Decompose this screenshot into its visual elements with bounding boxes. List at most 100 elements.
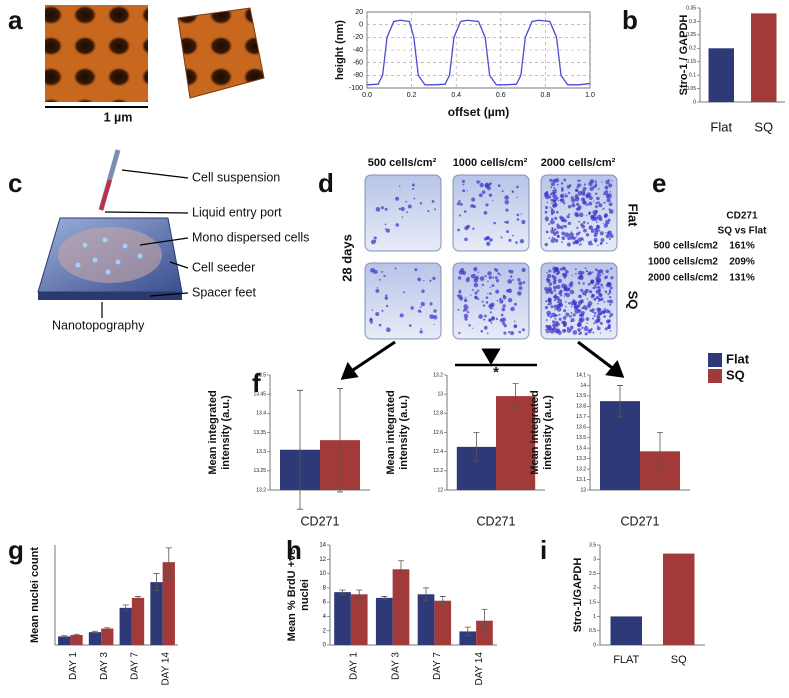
- colony-dot: [489, 286, 491, 289]
- colony-dot: [522, 281, 526, 284]
- colony-dot: [586, 203, 589, 206]
- panel-letter: b: [622, 5, 638, 35]
- colony-dot: [405, 200, 407, 203]
- x-tick-label: 0.6: [496, 92, 506, 99]
- colony-dot: [508, 330, 511, 334]
- colony-dot: [385, 294, 388, 297]
- colony-dot: [545, 324, 549, 328]
- colony-dot: [408, 324, 412, 327]
- colony-dot: [499, 299, 504, 304]
- colony-dot: [500, 236, 503, 239]
- colony-dot: [546, 330, 549, 334]
- colony-dot: [568, 213, 571, 216]
- y-tick-label: 13: [580, 487, 586, 493]
- colony-dot: [504, 195, 509, 200]
- y-axis-label: Mean integrated: [529, 390, 541, 474]
- colony-dot: [577, 270, 583, 276]
- colony-dot: [576, 322, 582, 328]
- colony-dot: [594, 192, 598, 196]
- colony-dot: [456, 202, 461, 206]
- colony-dot: [474, 273, 476, 276]
- y-tick-label: -60: [353, 60, 363, 67]
- colony-dot: [493, 221, 496, 225]
- colony-dot: [429, 279, 432, 282]
- colony-dot: [479, 182, 484, 188]
- colony-dot: [565, 287, 570, 292]
- error-bar: [423, 587, 430, 602]
- colony-dot: [557, 298, 563, 304]
- x-tick-label: DAY 14: [160, 652, 171, 686]
- colony-dot: [549, 193, 552, 196]
- colony-dot: [477, 298, 480, 301]
- colony-dot: [596, 314, 601, 319]
- colony-dot: [429, 314, 434, 319]
- colony-dot: [499, 297, 502, 301]
- y-tick-label: 0.15: [686, 59, 696, 65]
- row-label: Flat: [626, 203, 641, 227]
- colony-dot: [588, 227, 591, 230]
- colony-dot: [464, 296, 467, 298]
- error-bar: [339, 589, 346, 595]
- colony-dot: [590, 328, 593, 331]
- diagram-label: Cell suspension: [192, 170, 280, 184]
- colony-dot: [600, 271, 603, 273]
- colony-dot: [515, 241, 518, 244]
- colony-dot: [579, 331, 583, 335]
- colony-dot: [575, 272, 577, 275]
- colony-dot: [562, 224, 564, 227]
- colony-dot: [560, 294, 563, 297]
- bar: [708, 48, 734, 102]
- colony-dot: [546, 277, 549, 281]
- x-tick-label: DAY 1: [349, 652, 360, 680]
- x-tick-label: CD271: [301, 514, 340, 528]
- y-tick-label: 6: [323, 600, 327, 606]
- colony-dot: [582, 239, 585, 241]
- colony-dot: [521, 267, 526, 273]
- colony-dot: [585, 214, 588, 217]
- colony-dot: [595, 268, 598, 272]
- afm-3d: [177, 7, 265, 99]
- panel-letter: g: [8, 535, 24, 565]
- annotation: *: [493, 364, 499, 381]
- colony-dot: [605, 194, 610, 199]
- colony-dot: [547, 314, 550, 317]
- colony-dot: [607, 218, 610, 221]
- colony-dot: [578, 179, 581, 182]
- colony-dot: [516, 196, 518, 199]
- y-tick-label: 14: [580, 383, 586, 389]
- x-tick-label: FLAT: [613, 654, 639, 666]
- bar: [350, 594, 368, 645]
- colony-dot: [558, 313, 561, 316]
- colony-dot: [598, 307, 602, 311]
- colony-dot: [488, 193, 493, 197]
- colony-dot: [555, 328, 561, 333]
- colony-dot: [499, 274, 502, 276]
- colony-dot: [563, 224, 567, 229]
- y-tick-label: 0.25: [686, 32, 696, 38]
- colony-dot: [567, 191, 571, 195]
- x-tick-label: DAY 3: [390, 652, 401, 680]
- bar: [119, 607, 132, 645]
- colony-dot: [549, 178, 553, 182]
- colony-dot: [556, 224, 561, 230]
- colony-dot: [597, 302, 599, 305]
- colony-dot: [550, 182, 556, 187]
- y-tick-label: 1: [593, 614, 596, 620]
- colony-dot: [513, 324, 518, 329]
- colony-dot: [609, 330, 612, 332]
- error-bar: [381, 596, 388, 600]
- colony-dot: [491, 284, 495, 288]
- colony-dot: [567, 236, 572, 241]
- colony-dot: [471, 197, 476, 202]
- colony-dot: [598, 217, 603, 222]
- colony-dot: [604, 185, 609, 190]
- error-bar: [512, 383, 519, 409]
- colony-dot: [569, 325, 574, 330]
- colony-dot: [378, 323, 382, 327]
- colony-dot: [561, 231, 566, 236]
- colony-dot: [605, 269, 609, 274]
- colony-dot: [560, 198, 565, 203]
- colony-dot: [550, 305, 554, 309]
- colony-dot: [485, 296, 489, 299]
- colony-dot: [584, 325, 587, 328]
